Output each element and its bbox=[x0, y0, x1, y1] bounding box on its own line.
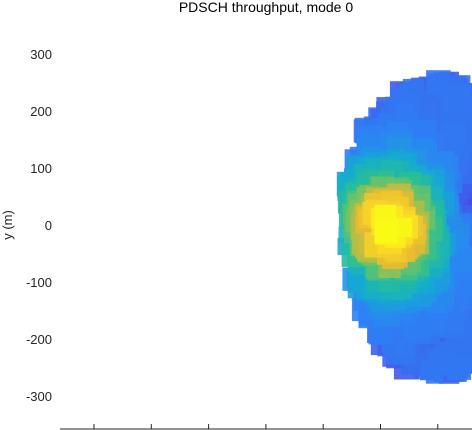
throughput-cell bbox=[441, 88, 466, 113]
y-tick-label: 200 bbox=[30, 104, 52, 119]
throughput-cell bbox=[425, 366, 444, 384]
throughput-cell bbox=[447, 355, 472, 380]
y-axis-label: y (m) bbox=[0, 210, 15, 240]
throughput-cell bbox=[468, 317, 472, 339]
throughput-cell bbox=[461, 119, 472, 144]
y-ticks: 300 200 100 0 -100 -200 -300 bbox=[26, 47, 52, 404]
y-tick-label: -200 bbox=[26, 332, 52, 347]
throughput-cell bbox=[379, 219, 399, 239]
throughput-cell bbox=[427, 75, 446, 95]
y-tick-label: -300 bbox=[26, 389, 52, 404]
y-tick-label: 0 bbox=[45, 218, 52, 233]
y-tick-label: -100 bbox=[26, 275, 52, 290]
throughput-cells bbox=[336, 70, 472, 384]
chart-title: PDSCH throughput, mode 0 bbox=[179, 0, 354, 15]
x-ticks bbox=[93, 424, 439, 429]
throughput-cell bbox=[469, 121, 472, 140]
y-tick-label: 100 bbox=[30, 161, 52, 176]
throughput-cell bbox=[396, 103, 415, 122]
y-tick-label: 300 bbox=[30, 47, 52, 62]
